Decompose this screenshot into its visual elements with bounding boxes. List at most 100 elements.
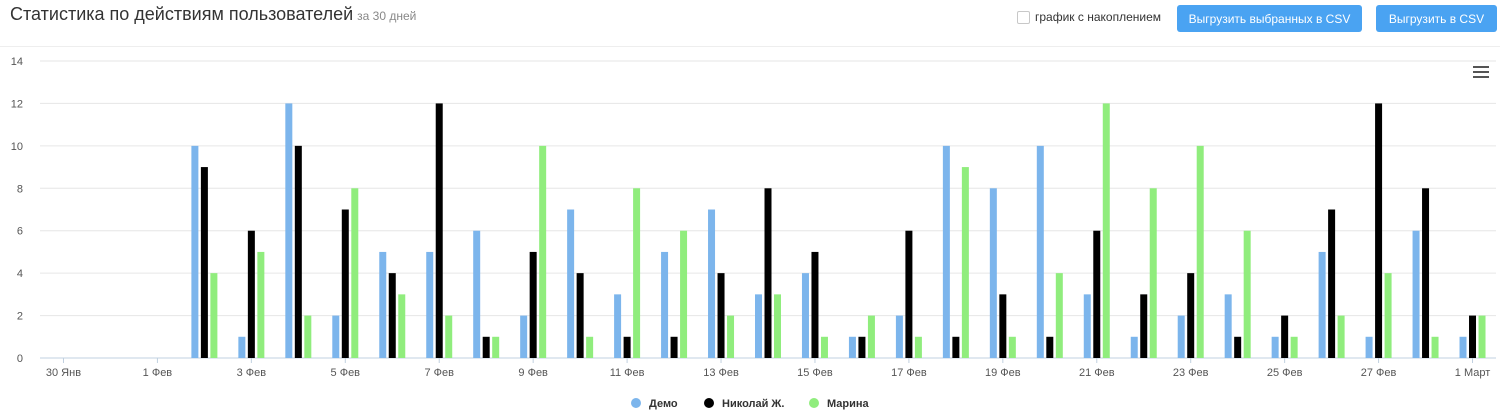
bar[interactable] bbox=[1083, 294, 1091, 358]
bar[interactable] bbox=[576, 273, 584, 358]
bar[interactable] bbox=[247, 230, 255, 358]
cumulative-toggle[interactable]: график с накоплением bbox=[1017, 10, 1161, 24]
bar[interactable] bbox=[567, 209, 575, 359]
bar[interactable] bbox=[1196, 145, 1204, 358]
bar[interactable] bbox=[1234, 336, 1242, 358]
page-header: Статистика по действиям пользователей за … bbox=[0, 0, 1500, 46]
bar[interactable] bbox=[1478, 315, 1486, 358]
bar[interactable] bbox=[398, 294, 406, 358]
bar[interactable] bbox=[914, 336, 922, 358]
bar[interactable] bbox=[1243, 230, 1251, 358]
bar[interactable] bbox=[1224, 294, 1232, 358]
bar[interactable] bbox=[1271, 336, 1279, 358]
chart-menu-icon[interactable] bbox=[1473, 66, 1489, 78]
bar[interactable] bbox=[633, 188, 641, 358]
page-title-text: Статистика по действиям пользователей bbox=[10, 4, 354, 24]
x-tick-label: 19 Фев bbox=[985, 367, 1021, 379]
bar[interactable] bbox=[200, 167, 208, 358]
bar[interactable] bbox=[539, 145, 547, 358]
bar[interactable] bbox=[238, 336, 246, 358]
export-selected-csv-button[interactable]: Выгрузить выбранных в CSV bbox=[1177, 5, 1362, 32]
x-tick-label: 27 Фев bbox=[1361, 367, 1397, 379]
bar[interactable] bbox=[492, 336, 500, 358]
bar[interactable] bbox=[1384, 273, 1392, 358]
bar[interactable] bbox=[895, 315, 903, 358]
bar[interactable] bbox=[1055, 273, 1063, 358]
bar[interactable] bbox=[529, 251, 537, 358]
bar[interactable] bbox=[586, 336, 594, 358]
bar[interactable] bbox=[670, 336, 678, 358]
bar[interactable] bbox=[764, 188, 772, 358]
bar[interactable] bbox=[473, 230, 481, 358]
bar[interactable] bbox=[858, 336, 866, 358]
bar[interactable] bbox=[708, 209, 716, 359]
x-tick-label: 23 Фев bbox=[1173, 367, 1209, 379]
bar[interactable] bbox=[1469, 315, 1477, 358]
bar[interactable] bbox=[1102, 103, 1110, 358]
bar[interactable] bbox=[848, 336, 856, 358]
bar[interactable] bbox=[661, 251, 669, 358]
bar[interactable] bbox=[1093, 230, 1101, 358]
bar[interactable] bbox=[1281, 315, 1289, 358]
bar[interactable] bbox=[820, 336, 828, 358]
bar[interactable] bbox=[1140, 294, 1148, 358]
bar[interactable] bbox=[999, 294, 1007, 358]
bar[interactable] bbox=[1036, 145, 1044, 358]
bar[interactable] bbox=[1375, 103, 1383, 358]
bar[interactable] bbox=[867, 315, 875, 358]
bar[interactable] bbox=[435, 103, 443, 358]
export-all-csv-button[interactable]: Выгрузить в CSV bbox=[1376, 5, 1497, 32]
bar[interactable] bbox=[1337, 315, 1345, 358]
bar[interactable] bbox=[1290, 336, 1298, 358]
bar[interactable] bbox=[1177, 315, 1185, 358]
bar[interactable] bbox=[952, 336, 960, 358]
bar[interactable] bbox=[942, 145, 950, 358]
bar[interactable] bbox=[1422, 188, 1430, 358]
bar[interactable] bbox=[1328, 209, 1336, 359]
cumulative-checkbox[interactable] bbox=[1017, 10, 1030, 24]
bar[interactable] bbox=[1046, 336, 1054, 358]
bar[interactable] bbox=[801, 273, 809, 358]
bar[interactable] bbox=[614, 294, 622, 358]
bar[interactable] bbox=[1187, 273, 1195, 358]
bar[interactable] bbox=[257, 251, 265, 358]
legend-item[interactable]: Демо bbox=[631, 398, 678, 410]
bar[interactable] bbox=[1459, 336, 1467, 358]
bar[interactable] bbox=[341, 209, 349, 359]
bar[interactable] bbox=[1318, 251, 1326, 358]
bar[interactable] bbox=[332, 315, 340, 358]
legend-item[interactable]: Николай Ж. bbox=[704, 398, 784, 410]
bar[interactable] bbox=[388, 273, 396, 358]
legend-item[interactable]: Марина bbox=[809, 398, 870, 410]
y-tick-label: 0 bbox=[17, 353, 23, 365]
bar[interactable] bbox=[727, 315, 735, 358]
bar[interactable] bbox=[1008, 336, 1016, 358]
bar[interactable] bbox=[520, 315, 528, 358]
x-tick-label: 11 Фев bbox=[610, 367, 645, 379]
bar[interactable] bbox=[1149, 188, 1157, 358]
bar[interactable] bbox=[304, 315, 312, 358]
bar[interactable] bbox=[1365, 336, 1373, 358]
bar[interactable] bbox=[191, 145, 199, 358]
bar[interactable] bbox=[426, 251, 434, 358]
bar[interactable] bbox=[1431, 336, 1439, 358]
bar[interactable] bbox=[294, 145, 302, 358]
bar[interactable] bbox=[717, 273, 725, 358]
bar[interactable] bbox=[351, 188, 359, 358]
bar[interactable] bbox=[1412, 230, 1420, 358]
bar[interactable] bbox=[285, 103, 293, 358]
bar[interactable] bbox=[482, 336, 490, 358]
bar[interactable] bbox=[445, 315, 453, 358]
bar[interactable] bbox=[210, 273, 218, 358]
bar[interactable] bbox=[680, 230, 688, 358]
bar[interactable] bbox=[623, 336, 631, 358]
bar[interactable] bbox=[379, 251, 387, 358]
bar[interactable] bbox=[811, 251, 819, 358]
bar[interactable] bbox=[755, 294, 762, 358]
bar[interactable] bbox=[905, 230, 913, 358]
bar[interactable] bbox=[961, 167, 969, 358]
bar[interactable] bbox=[989, 188, 997, 358]
bar[interactable] bbox=[1130, 336, 1138, 358]
bar[interactable] bbox=[774, 294, 781, 358]
